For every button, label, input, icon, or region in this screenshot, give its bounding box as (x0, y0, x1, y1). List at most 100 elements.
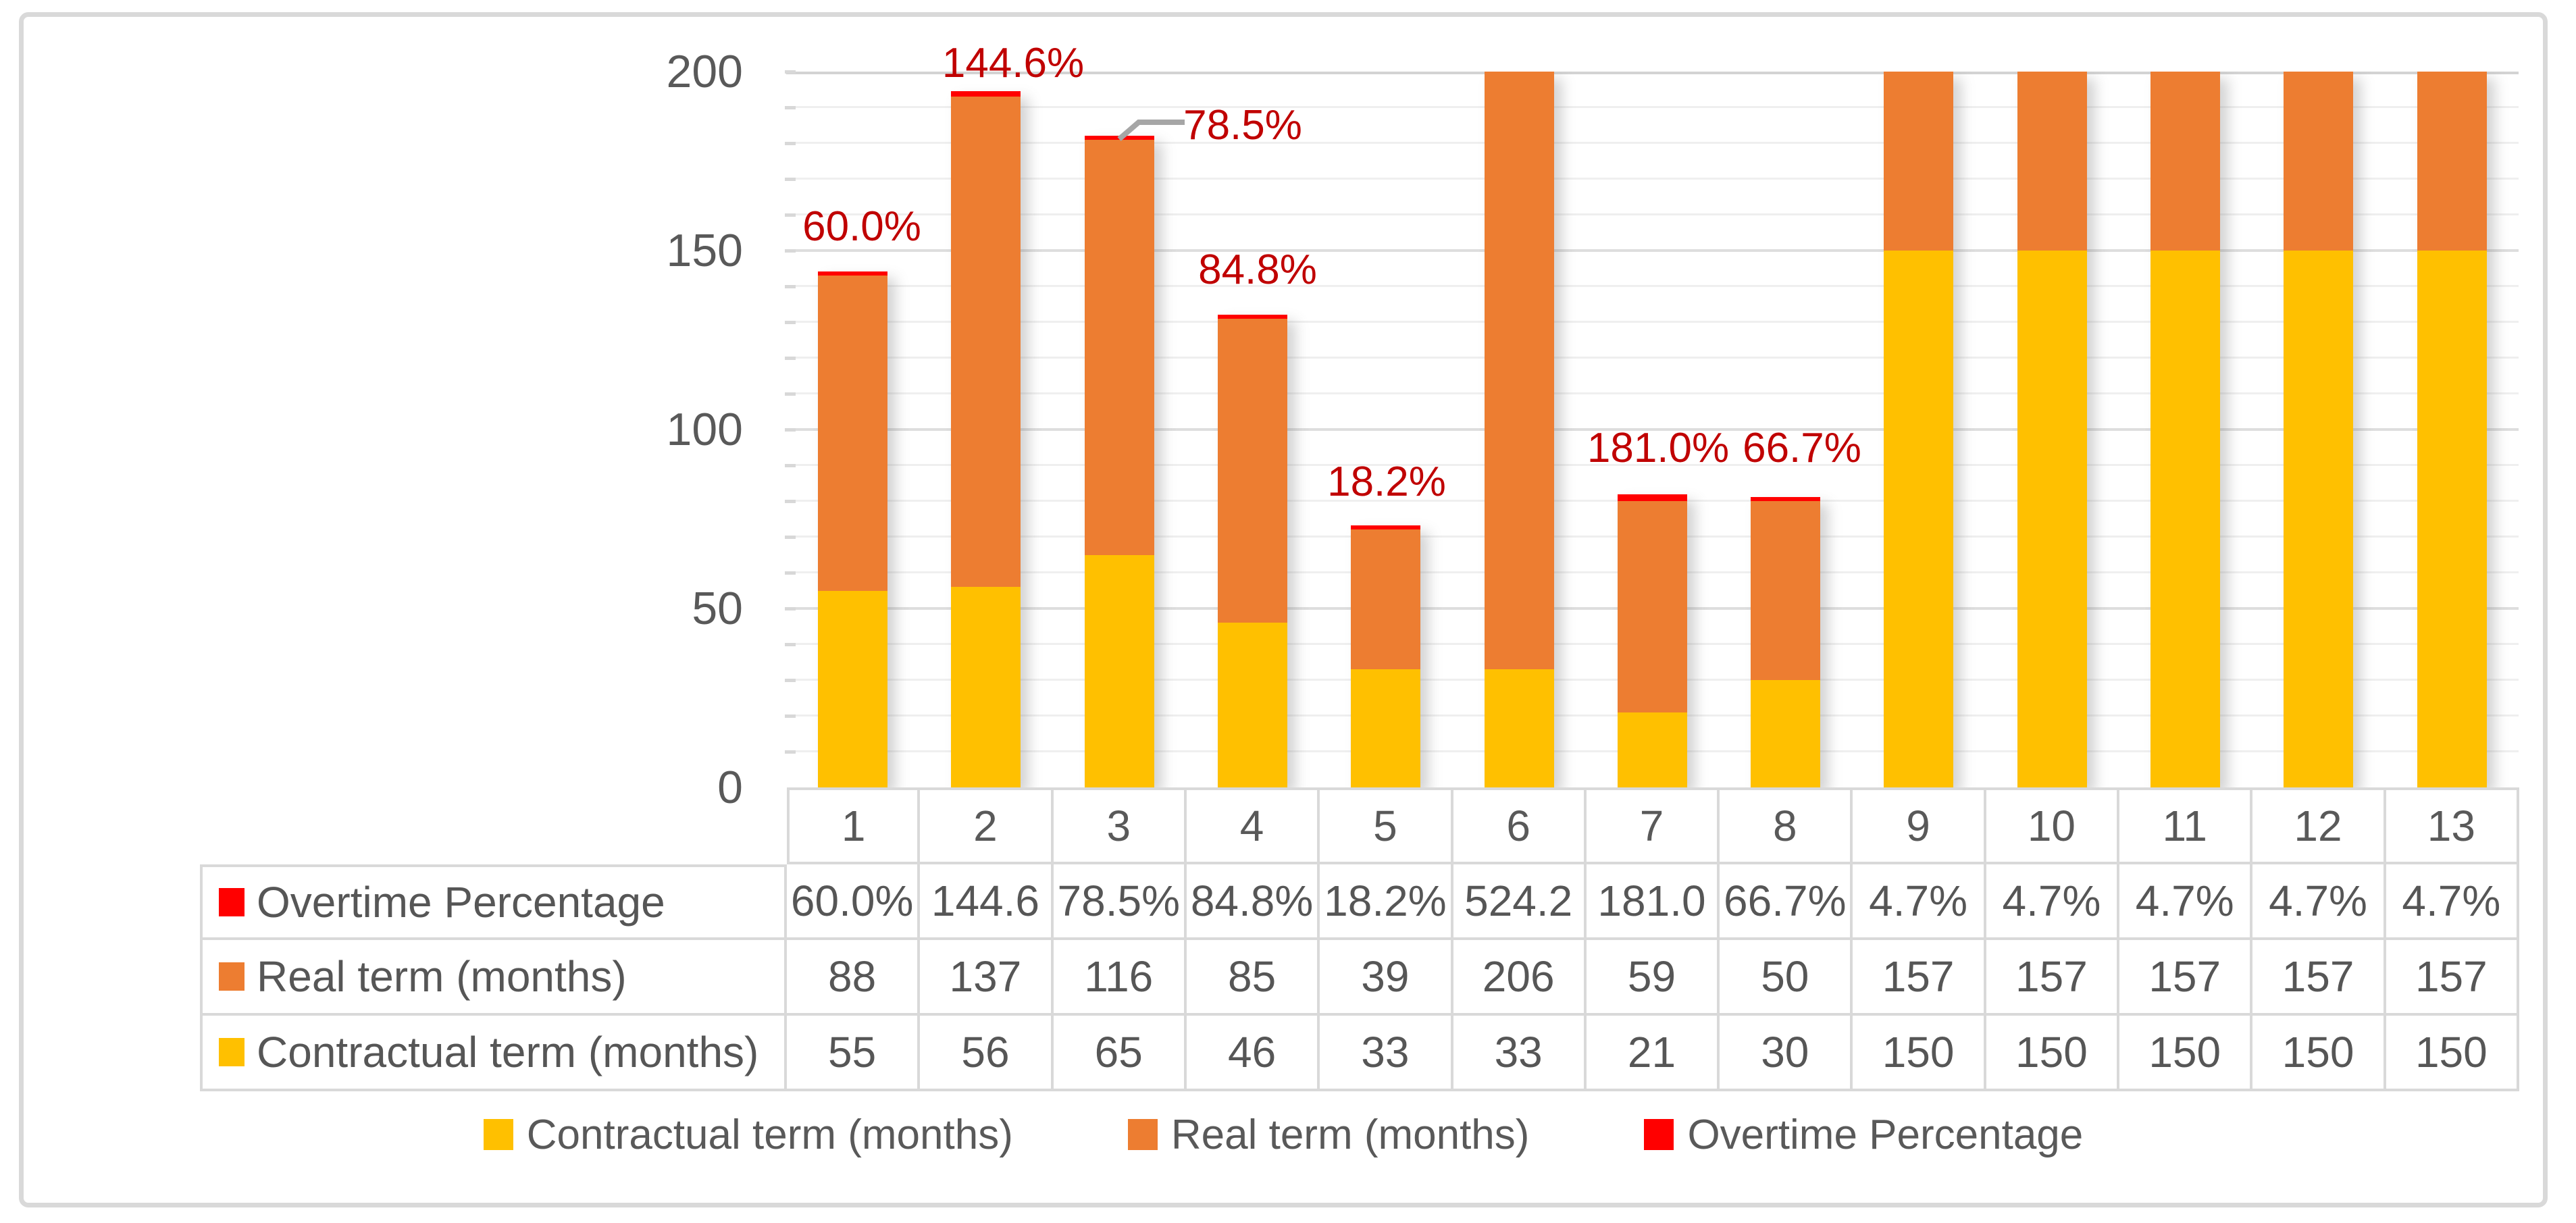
axis-tick (785, 500, 796, 503)
contractual-segment-7 (1617, 712, 1687, 787)
table-header-cell-1: 1 (787, 787, 921, 864)
real-term-segment-13 (2417, 72, 2487, 251)
bar-5 (1351, 525, 1421, 787)
gridline-140 (786, 285, 2519, 287)
bar-10 (2017, 72, 2087, 787)
legend-item-contractual: Contractual term (months) (483, 1111, 1013, 1159)
contractual-segment-4 (1217, 623, 1287, 787)
axis-tick (785, 213, 796, 217)
table-cell: 33 (1320, 1016, 1453, 1091)
real-term-segment-1 (818, 276, 887, 591)
contractual-segment-2 (951, 587, 1021, 787)
axis-tick (785, 571, 796, 575)
axis-tick (785, 178, 796, 181)
real-term-segment-4 (1217, 318, 1287, 623)
table-cell: 4.7% (2386, 864, 2519, 940)
bar-4 (1217, 314, 1287, 787)
row-label-text: Overtime Percentage (257, 878, 665, 927)
row-swatch-icon (219, 888, 244, 916)
bar-9 (1884, 72, 1954, 787)
table-header-cell-10: 10 (1986, 787, 2120, 864)
data-label-8: 66.7% (1743, 425, 1861, 471)
gridline-100 (786, 428, 2519, 431)
table-row-label: Overtime Percentage (200, 864, 787, 940)
real-term-segment-3 (1084, 139, 1154, 555)
legend-label: Contractual term (months) (526, 1111, 1013, 1158)
table-cell: 33 (1453, 1016, 1587, 1091)
row-label-text: Real term (months) (257, 952, 627, 1001)
table-cell: 46 (1186, 1016, 1320, 1091)
overtime-segment-5 (1351, 525, 1421, 530)
axis-tick (785, 536, 796, 539)
table-cell: 150 (2252, 1016, 2386, 1091)
gridline-150 (786, 249, 2519, 252)
table-cell: 88 (787, 940, 921, 1016)
axis-tick (785, 106, 796, 109)
real-term-segment-8 (1751, 501, 1821, 680)
axis-tick (785, 714, 796, 718)
gridline-120 (786, 357, 2519, 359)
gridline-190 (786, 106, 2519, 108)
table-cell: 150 (2119, 1016, 2253, 1091)
table-cell: 85 (1186, 940, 1320, 1016)
overtime-segment-8 (1751, 497, 1821, 501)
table-header-cell-13: 13 (2386, 787, 2519, 864)
overtime-swatch-icon (1644, 1119, 1674, 1150)
axis-tick (785, 428, 796, 432)
data-label-7: 181.0% (1587, 425, 1730, 471)
row-swatch-icon (219, 962, 244, 991)
table-header-cell-3: 3 (1053, 787, 1187, 864)
row-swatch-icon (219, 1038, 244, 1066)
table-cell: 56 (920, 1016, 1054, 1091)
gridline-110 (786, 392, 2519, 394)
table-cell: 524.2 (1453, 864, 1587, 940)
legend-label: Real term (months) (1170, 1111, 1530, 1158)
gridline-170 (786, 178, 2519, 180)
table-cell: 150 (1986, 1016, 2120, 1091)
contractual-segment-5 (1351, 669, 1421, 787)
contractual-segment-11 (2150, 251, 2221, 787)
table-header-cell-12: 12 (2252, 787, 2386, 864)
y-tick-label-100: 100 (666, 404, 743, 455)
data-label-2: 144.6% (942, 40, 1085, 86)
axis-tick (785, 70, 796, 74)
contractual-segment-10 (2017, 251, 2087, 787)
gridline-130 (786, 321, 2519, 323)
gridline-160 (786, 213, 2519, 215)
real-term-segment-2 (951, 97, 1021, 588)
bar-3 (1084, 135, 1154, 787)
axis-tick (785, 750, 796, 754)
table-cell: 50 (1720, 940, 1853, 1016)
real-term-segment-9 (1884, 72, 1954, 251)
table-cell: 4.7% (2119, 864, 2253, 940)
table-cell: 157 (2252, 940, 2386, 1016)
overtime-segment-4 (1217, 314, 1287, 319)
axis-tick (785, 249, 796, 253)
overtime-segment-7 (1617, 494, 1687, 501)
bar-8 (1751, 497, 1821, 787)
data-label-1: 60.0% (802, 203, 921, 250)
table-header-cell-2: 2 (920, 787, 1054, 864)
gridline-180 (786, 142, 2519, 144)
bar-7 (1617, 494, 1687, 787)
axis-tick (785, 321, 796, 324)
contractual-swatch-icon (483, 1119, 513, 1150)
table-cell: 78.5% (1053, 864, 1187, 940)
contractual-segment-9 (1884, 251, 1954, 787)
bar-13 (2417, 72, 2487, 787)
table-header-cell-6: 6 (1453, 787, 1587, 864)
real-term-segment-12 (2284, 72, 2354, 251)
plot-area (786, 72, 2519, 787)
contractual-segment-3 (1084, 554, 1154, 787)
contractual-segment-12 (2284, 251, 2354, 787)
table-header-cell-5: 5 (1320, 787, 1453, 864)
table-header-cell-7: 7 (1586, 787, 1720, 864)
bar-2 (951, 91, 1021, 787)
row-label-text: Contractual term (months) (257, 1028, 759, 1076)
gridline-90 (786, 464, 2519, 466)
table-row-label: Real term (months) (200, 940, 787, 1016)
real-term-segment-7 (1617, 501, 1687, 712)
table-cell: 4.7% (2252, 864, 2386, 940)
overtime-segment-1 (818, 271, 887, 276)
